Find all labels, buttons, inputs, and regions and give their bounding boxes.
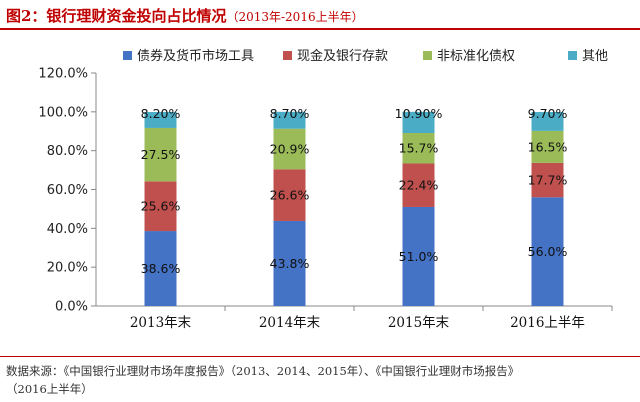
data-label: 26.6% [270,188,310,203]
y-tick-label: 80.0% [47,144,88,159]
data-label: 56.0% [528,244,568,259]
data-label: 17.7% [528,173,568,188]
bar-segment [402,206,435,306]
y-tick-label: 40.0% [47,222,88,237]
y-tick-label: 0.0% [55,300,88,315]
data-label: 25.6% [141,199,181,214]
bar-segment [144,127,177,182]
title-bar: 图2：银行理财资金投向占比情况（2013年-2016上半年） [0,0,640,30]
bar-segment [531,130,564,163]
bar-segment [273,220,306,306]
data-label: 38.6% [141,261,181,276]
data-label: 15.7% [399,141,439,156]
legend-swatch [123,51,132,60]
legend-label: 非标准化债权 [437,48,515,64]
data-label: 27.5% [141,147,181,162]
legend-label: 债券及货币市场工具 [137,48,254,64]
data-label: 43.8% [270,256,310,271]
chart-title: 图2：银行理财资金投向占比情况（2013年-2016上半年） [6,5,364,26]
source-line-2: （2016上半年） [6,382,93,396]
stacked-bar-chart: 债券及货币市场工具 现金及银行存款 非标准化债权 其他 0.0% 20.0% 40.0% 60… [38,48,613,331]
bar-segment [402,163,435,207]
bar-segment [273,128,306,170]
data-label: 16.5% [528,139,568,154]
x-tick-label: 2016上半年 [510,315,585,331]
data-label: 51.0% [399,249,439,264]
x-tick-label: 2015年末 [388,315,450,331]
bar-segment [144,112,177,128]
source-note: 数据来源：《中国银行业理财市场年度报告》（2013、2014、2015年）、《中… [6,362,634,398]
y-tick-label: 120.0% [38,67,88,82]
bar-segment [531,162,564,198]
data-label: 8.20% [141,106,181,121]
data-label: 20.9% [270,142,310,157]
y-tick-label: 100.0% [38,105,88,120]
footer-rule [0,356,640,357]
bar-segment [273,111,306,129]
chart-subtitle: （2013年-2016上半年） [226,10,364,24]
legend-label: 现金及银行存款 [297,48,388,64]
bar-segment [531,112,564,131]
legend-label: 其他 [582,49,608,64]
y-tick-label: 20.0% [47,261,88,276]
legend-swatch [283,51,292,60]
bar-segment [402,132,435,164]
data-label: 22.4% [399,178,439,193]
x-tick-label: 2014年末 [259,315,321,331]
bar-segment [144,181,177,232]
legend-swatch [568,51,577,60]
bar-segment [144,231,177,306]
chart-title-text: 图2：银行理财资金投向占比情况 [6,7,227,25]
data-label: 10.90% [395,106,443,121]
bar-segment [273,169,306,221]
y-tick-label: 60.0% [47,183,88,198]
bar-segment [531,197,564,306]
legend-swatch [423,51,432,60]
data-label: 9.70% [528,106,568,121]
source-line-1: 数据来源：《中国银行业理财市场年度报告》（2013、2014、2015年）、《中… [6,364,520,378]
bar-segment [402,111,435,133]
data-label: 8.70% [270,106,310,121]
x-tick-label: 2013年末 [130,315,192,331]
